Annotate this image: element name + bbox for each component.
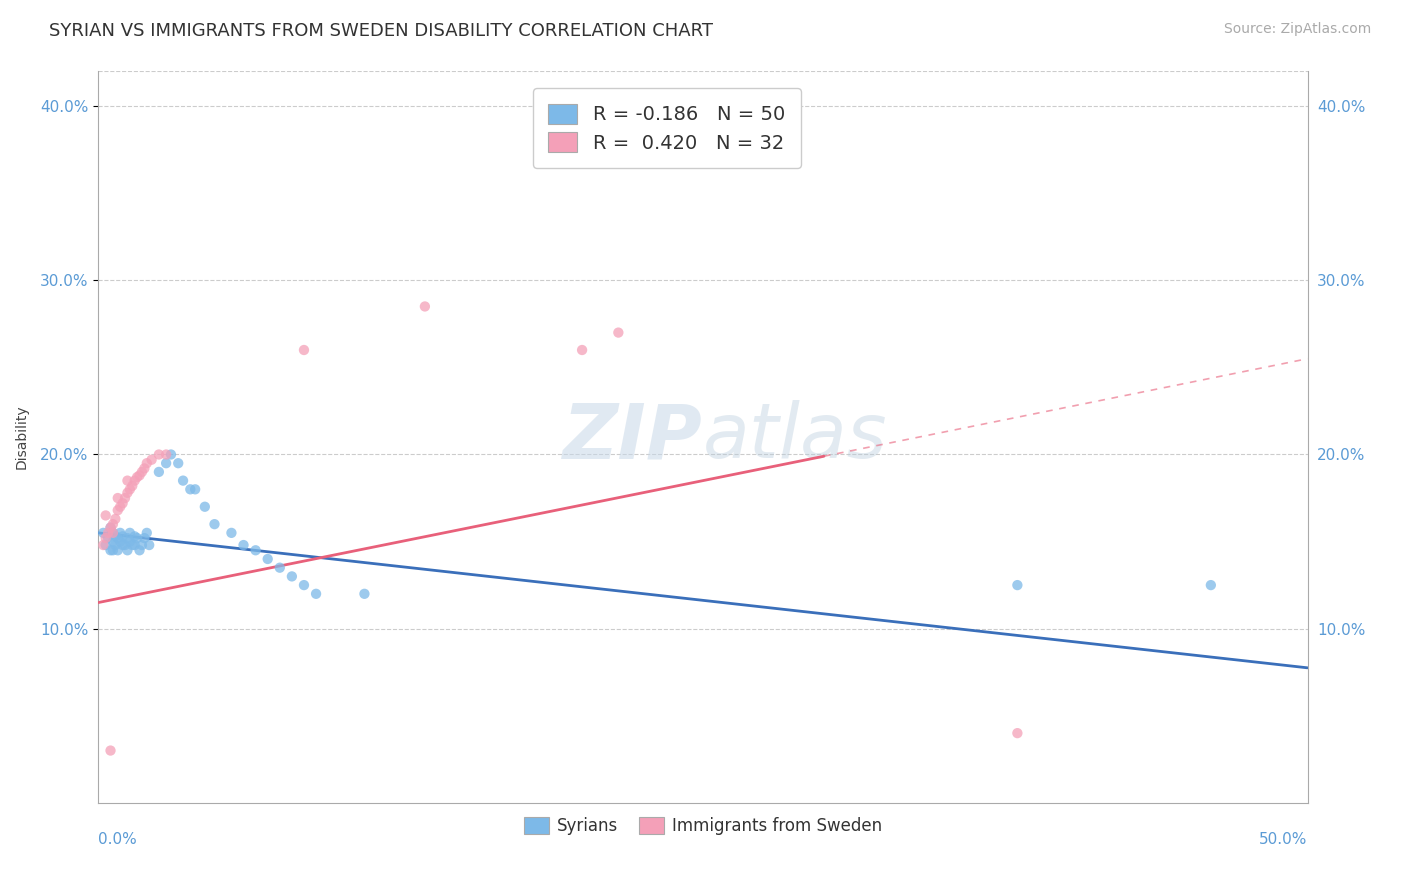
Point — [91, 525, 114, 540]
Point — [131, 538, 153, 552]
Point — [97, 525, 120, 540]
Point — [269, 560, 291, 574]
Point — [172, 474, 194, 488]
Point — [118, 534, 141, 549]
Point — [107, 531, 129, 545]
Point — [124, 538, 146, 552]
Y-axis label: Disability: Disability — [15, 405, 30, 469]
Point — [134, 531, 156, 545]
Point — [97, 531, 120, 545]
Point — [94, 508, 117, 523]
Point — [204, 517, 226, 532]
Point — [155, 456, 177, 470]
Point — [292, 343, 315, 357]
Point — [118, 483, 141, 497]
Point — [138, 538, 160, 552]
Text: atlas: atlas — [703, 401, 887, 474]
Point — [1007, 726, 1029, 740]
Point — [134, 461, 156, 475]
Point — [135, 456, 157, 470]
Point — [94, 538, 117, 552]
Point — [281, 569, 304, 583]
Point — [148, 465, 170, 479]
Point — [94, 531, 117, 545]
Point — [141, 452, 163, 467]
Point — [114, 538, 136, 552]
Point — [100, 543, 122, 558]
Point — [221, 525, 243, 540]
Point — [256, 552, 278, 566]
Point — [117, 474, 139, 488]
Point — [124, 474, 146, 488]
Point — [101, 543, 124, 558]
Point — [160, 448, 183, 462]
Point — [111, 529, 134, 543]
Point — [148, 448, 170, 462]
Point — [232, 538, 254, 552]
Point — [100, 521, 122, 535]
Point — [127, 531, 149, 545]
Point — [114, 491, 136, 505]
Legend: Syrians, Immigrants from Sweden: Syrians, Immigrants from Sweden — [517, 811, 889, 842]
Point — [101, 525, 124, 540]
Point — [131, 465, 153, 479]
Point — [104, 529, 127, 543]
Point — [111, 538, 134, 552]
Point — [100, 743, 122, 757]
Text: Source: ZipAtlas.com: Source: ZipAtlas.com — [1223, 22, 1371, 37]
Point — [167, 456, 190, 470]
Point — [104, 538, 127, 552]
Point — [353, 587, 375, 601]
Point — [305, 587, 328, 601]
Point — [101, 517, 124, 532]
Point — [245, 543, 267, 558]
Point — [1007, 578, 1029, 592]
Point — [121, 479, 143, 493]
Point — [184, 483, 207, 497]
Point — [292, 578, 315, 592]
Point — [607, 326, 630, 340]
Point — [128, 468, 150, 483]
Point — [107, 543, 129, 558]
Point — [100, 521, 122, 535]
Point — [108, 525, 131, 540]
Point — [194, 500, 217, 514]
Point — [111, 496, 134, 510]
Text: 0.0%: 0.0% — [98, 832, 138, 847]
Point — [108, 534, 131, 549]
Point — [117, 485, 139, 500]
Point — [413, 300, 436, 314]
Point — [121, 538, 143, 552]
Point — [179, 483, 201, 497]
Point — [127, 470, 149, 484]
Point — [101, 525, 124, 540]
Point — [107, 491, 129, 505]
Point — [128, 543, 150, 558]
Point — [101, 534, 124, 549]
Point — [107, 503, 129, 517]
Point — [91, 538, 114, 552]
Text: SYRIAN VS IMMIGRANTS FROM SWEDEN DISABILITY CORRELATION CHART: SYRIAN VS IMMIGRANTS FROM SWEDEN DISABIL… — [49, 22, 713, 40]
Point — [118, 525, 141, 540]
Point — [117, 543, 139, 558]
Point — [1199, 578, 1222, 592]
Text: ZIP: ZIP — [564, 401, 703, 474]
Point — [155, 448, 177, 462]
Point — [135, 525, 157, 540]
Point — [571, 343, 593, 357]
Point — [104, 512, 127, 526]
Point — [124, 529, 146, 543]
Point — [117, 531, 139, 545]
Point — [108, 500, 131, 514]
Text: 50.0%: 50.0% — [1260, 832, 1308, 847]
